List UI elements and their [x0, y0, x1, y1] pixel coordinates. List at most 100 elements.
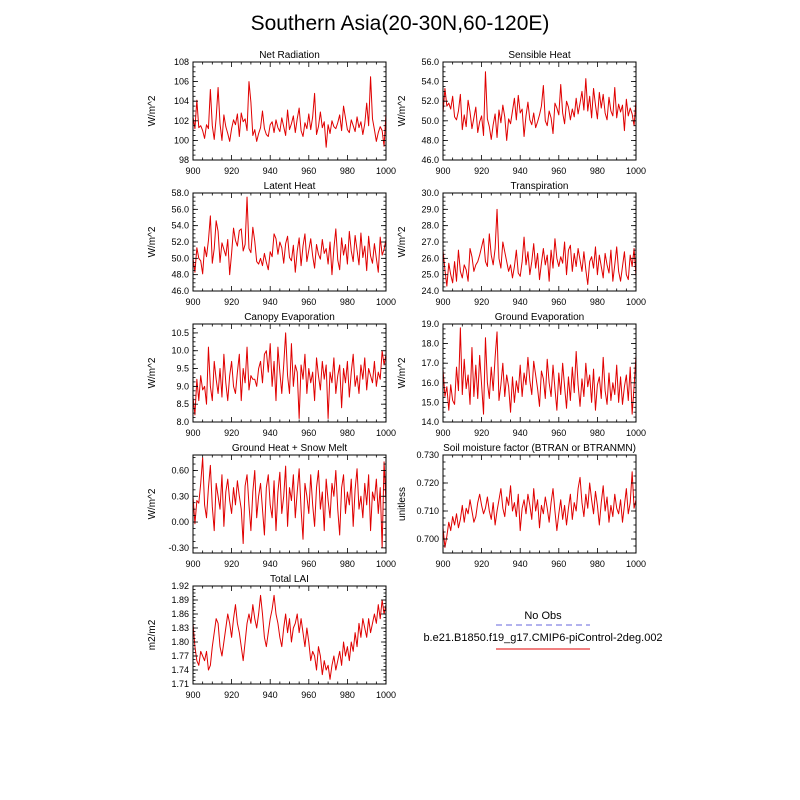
y-tick-label-sensible-heat: 50.0: [421, 116, 439, 126]
y-tick-label-total-lai: 1.80: [171, 637, 189, 647]
y-axis-label-sensible-heat: W/m^2: [397, 95, 408, 126]
x-tick-label-net-radiation: 920: [224, 166, 239, 176]
x-tick-label-ground-evaporation: 940: [513, 428, 528, 438]
x-tick-label-canopy-evaporation: 1000: [376, 428, 396, 438]
y-tick-label-transpiration: 30.0: [421, 188, 439, 198]
series-line-ground-heat-snow-melt-0: [192, 457, 387, 549]
y-axis-label-soil-moisture-factor-btran-or-btranmn: unitless: [397, 487, 408, 521]
x-tick-label-ground-evaporation: 960: [551, 428, 566, 438]
x-tick-label-sensible-heat: 1000: [626, 166, 646, 176]
y-tick-label-transpiration: 26.0: [421, 253, 439, 263]
plot-frame-soil-moisture-factor-btran-or-btranmn: [442, 454, 637, 554]
x-tick-label-latent-heat: 960: [301, 297, 316, 307]
panel-title-transpiration: Transpiration: [511, 181, 569, 192]
plot-frame-total-lai: [192, 585, 387, 685]
y-tick-label-net-radiation: 98: [179, 155, 189, 165]
x-tick-label-latent-heat: 940: [263, 297, 278, 307]
x-tick-label-net-radiation: 980: [340, 166, 355, 176]
x-tick-label-latent-heat: 980: [340, 297, 355, 307]
panel-title-ground-heat-snow-melt: Ground Heat + Snow Melt: [232, 443, 348, 454]
panel-title-net-radiation: Net Radiation: [259, 50, 320, 61]
y-tick-label-soil-moisture-factor-btran-or-btranmn: 0.720: [416, 478, 439, 488]
y-tick-label-latent-heat: 56.0: [171, 204, 189, 214]
panels: Net Radiation 900 920 940 960 980 1000 98 100 102…: [147, 50, 646, 700]
x-tick-label-canopy-evaporation: 900: [185, 428, 200, 438]
y-tick-label-canopy-evaporation: 10.0: [171, 346, 189, 356]
y-tick-label-latent-heat: 46.0: [171, 286, 189, 296]
x-tick-label-canopy-evaporation: 920: [224, 428, 239, 438]
x-tick-label-transpiration: 920: [474, 297, 489, 307]
x-tick-label-net-radiation: 940: [263, 166, 278, 176]
x-tick-label-net-radiation: 1000: [376, 166, 396, 176]
panel-transpiration: Transpiration 900 920 940 960 980 1000 24.0 25.0…: [397, 181, 646, 307]
x-tick-label-total-lai: 1000: [376, 690, 396, 700]
series-line-sensible-heat-0: [442, 71, 637, 141]
x-tick-label-ground-evaporation: 980: [590, 428, 605, 438]
x-tick-label-transpiration: 960: [551, 297, 566, 307]
x-tick-label-ground-heat-snow-melt: 920: [224, 559, 239, 569]
x-tick-label-transpiration: 940: [513, 297, 528, 307]
panel-canopy-evaporation: Canopy Evaporation 900 920 940 960 980 1000 8.0…: [147, 312, 396, 438]
y-tick-label-total-lai: 1.71: [171, 679, 189, 689]
y-tick-label-soil-moisture-factor-btran-or-btranmn: 0.730: [416, 450, 439, 460]
y-tick-label-soil-moisture-factor-btran-or-btranmn: 0.700: [416, 534, 439, 544]
x-tick-label-transpiration: 980: [590, 297, 605, 307]
y-axis-label-latent-heat: W/m^2: [147, 226, 158, 257]
x-tick-label-canopy-evaporation: 960: [301, 428, 316, 438]
y-tick-label-net-radiation: 102: [174, 116, 189, 126]
y-tick-label-latent-heat: 54.0: [171, 221, 189, 231]
x-tick-label-canopy-evaporation: 980: [340, 428, 355, 438]
x-tick-label-sensible-heat: 980: [590, 166, 605, 176]
legend: No Obs b.e21.B1850.f19_g17.CMIP6-piContr…: [423, 610, 663, 650]
x-tick-label-total-lai: 920: [224, 690, 239, 700]
panel-title-total-lai: Total LAI: [270, 574, 309, 585]
x-tick-label-canopy-evaporation: 940: [263, 428, 278, 438]
y-tick-label-transpiration: 29.0: [421, 204, 439, 214]
y-tick-label-latent-heat: 50.0: [171, 253, 189, 263]
x-tick-label-ground-heat-snow-melt: 960: [301, 559, 316, 569]
x-tick-label-soil-moisture-factor-btran-or-btranmn: 1000: [626, 559, 646, 569]
panel-title-canopy-evaporation: Canopy Evaporation: [244, 312, 335, 323]
x-tick-label-transpiration: 1000: [626, 297, 646, 307]
y-tick-label-ground-evaporation: 15.0: [421, 397, 439, 407]
x-tick-label-sensible-heat: 900: [435, 166, 450, 176]
y-tick-label-net-radiation: 104: [174, 96, 189, 106]
x-tick-label-total-lai: 960: [301, 690, 316, 700]
y-tick-label-ground-heat-snow-melt: 0.60: [171, 465, 189, 475]
plot-frame-latent-heat: [192, 192, 387, 292]
plot-frame-canopy-evaporation: [192, 323, 387, 423]
x-tick-label-ground-heat-snow-melt: 1000: [376, 559, 396, 569]
y-tick-label-canopy-evaporation: 8.0: [176, 417, 189, 427]
series-line-latent-heat-0: [192, 196, 387, 276]
x-tick-label-ground-evaporation: 920: [474, 428, 489, 438]
y-tick-label-canopy-evaporation: 8.5: [176, 399, 189, 409]
y-tick-label-sensible-heat: 56.0: [421, 57, 439, 67]
y-tick-label-net-radiation: 106: [174, 77, 189, 87]
plot-frame-net-radiation: [192, 61, 387, 161]
y-tick-label-sensible-heat: 52.0: [421, 96, 439, 106]
x-tick-label-total-lai: 980: [340, 690, 355, 700]
y-tick-label-ground-heat-snow-melt: 0.00: [171, 517, 189, 527]
series-line-total-lai-0: [192, 594, 387, 680]
x-tick-label-sensible-heat: 960: [551, 166, 566, 176]
x-tick-label-net-radiation: 960: [301, 166, 316, 176]
y-tick-label-total-lai: 1.83: [171, 623, 189, 633]
panel-latent-heat: Latent Heat 900 920 940 960 980 1000 46.0 48.0 50…: [147, 181, 396, 307]
x-tick-label-total-lai: 940: [263, 690, 278, 700]
x-tick-label-soil-moisture-factor-btran-or-btranmn: 900: [435, 559, 450, 569]
x-tick-label-soil-moisture-factor-btran-or-btranmn: 940: [513, 559, 528, 569]
y-axis-label-net-radiation: W/m^2: [147, 95, 158, 126]
x-tick-label-sensible-heat: 920: [474, 166, 489, 176]
y-tick-label-transpiration: 24.0: [421, 286, 439, 296]
y-axis-label-ground-evaporation: W/m^2: [397, 357, 408, 388]
series-line-soil-moisture-factor-btran-or-btranmn-0: [442, 471, 637, 548]
y-tick-label-net-radiation: 108: [174, 57, 189, 67]
panel-title-latent-heat: Latent Heat: [264, 181, 316, 192]
y-tick-label-sensible-heat: 46.0: [421, 155, 439, 165]
y-tick-label-ground-heat-snow-melt: 0.30: [171, 491, 189, 501]
y-tick-label-total-lai: 1.92: [171, 581, 189, 591]
panel-soil-moisture-factor-btran-or-btranmn: Soil moisture factor (BTRAN or BTRANMN) 9…: [397, 443, 646, 569]
legend-obs-label: No Obs: [524, 610, 562, 622]
x-tick-label-soil-moisture-factor-btran-or-btranmn: 920: [474, 559, 489, 569]
y-tick-label-total-lai: 1.86: [171, 609, 189, 619]
